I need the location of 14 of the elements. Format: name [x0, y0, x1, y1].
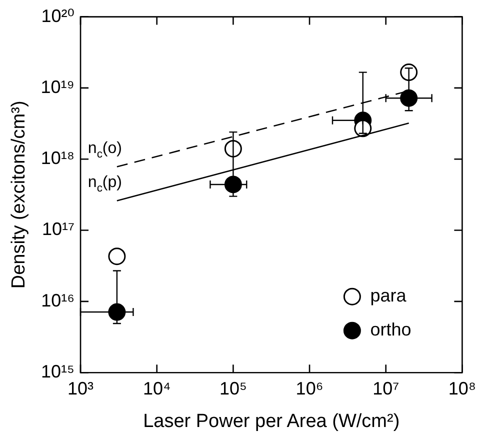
x-tick-label: 10⁷ [372, 378, 400, 398]
y-axis-title: Density (excitons/cm³) [8, 100, 30, 289]
x-tick-label: 10⁴ [142, 378, 171, 398]
x-tick-label: 10⁶ [296, 378, 324, 398]
legend-label: ortho [370, 320, 412, 340]
y-tick-label: 10¹⁶ [41, 290, 75, 310]
legend-label: para [370, 286, 408, 306]
y-tick-label: 10¹⁷ [42, 219, 75, 240]
y-tick-label: 10²⁰ [41, 6, 75, 26]
x-tick-label: 10⁸ [448, 378, 476, 398]
x-tick-label: 10⁵ [219, 378, 247, 398]
y-tick-label: 10¹⁹ [40, 76, 75, 97]
x-axis-title: Laser Power per Area (W/cm²) [143, 410, 400, 432]
y-tick-label: 10¹⁸ [40, 148, 75, 168]
